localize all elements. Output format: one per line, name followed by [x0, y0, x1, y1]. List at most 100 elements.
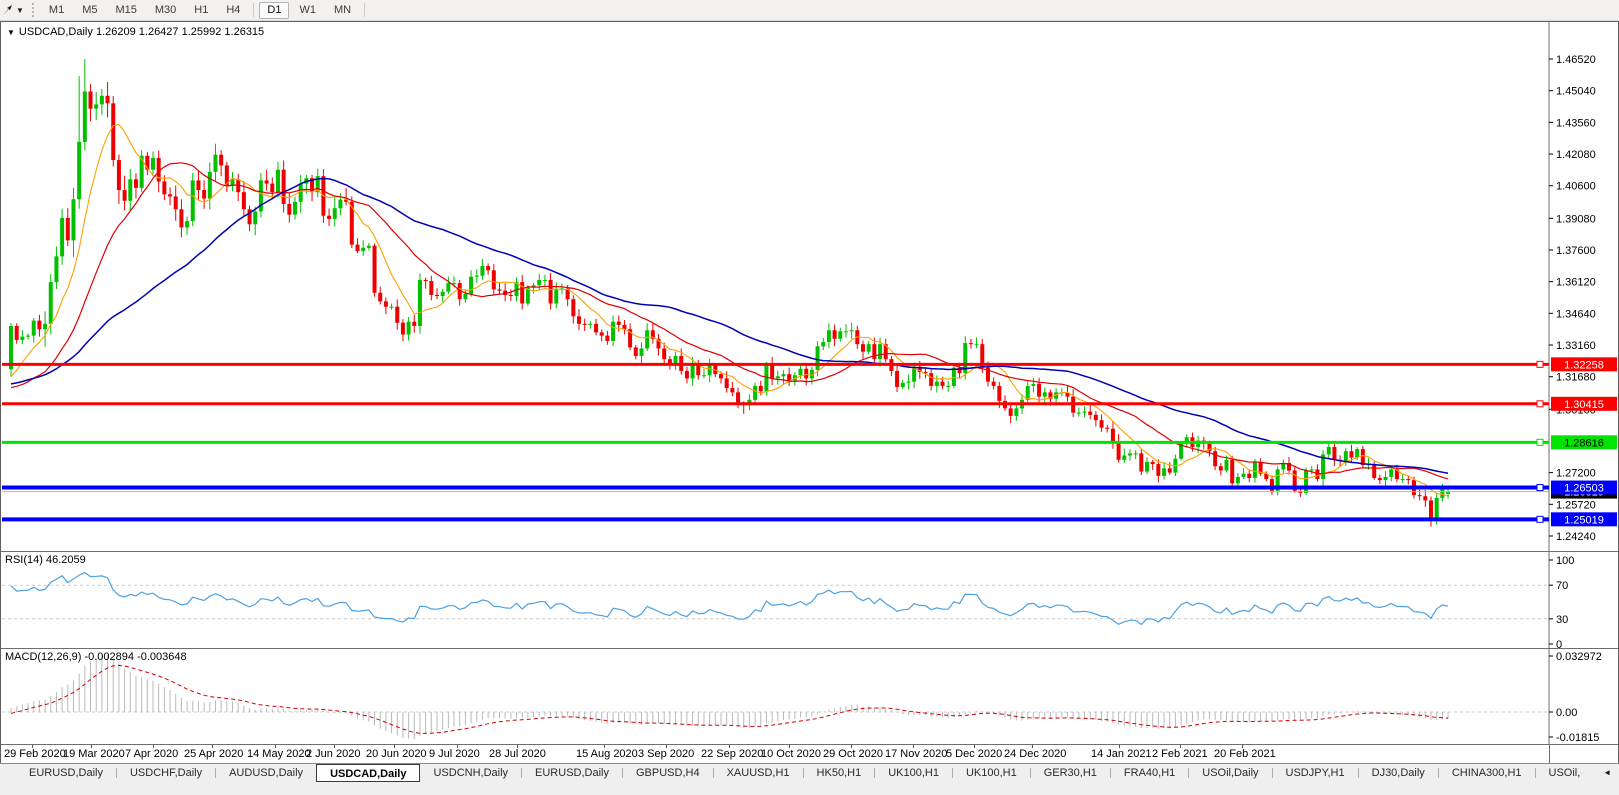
date-axis-label: 20 Jun 2020: [366, 748, 427, 760]
rsi-line: [10, 571, 1449, 626]
timeframe-button-m30[interactable]: M30: [147, 2, 184, 19]
timeframe-button-m5[interactable]: M5: [74, 2, 105, 19]
chart-tab-eurusd-daily[interactable]: EURUSD,Daily: [535, 767, 609, 779]
chart-tab-usdcad-daily[interactable]: USDCAD,Daily: [316, 764, 421, 782]
tab-separator: [1437, 768, 1439, 778]
date-axis-tick: [1119, 745, 1120, 748]
toolbar-grip[interactable]: [31, 3, 34, 17]
level-price-label-box: [1551, 396, 1617, 411]
chart-tab-uk100-h1[interactable]: UK100,H1: [965, 767, 1017, 779]
date-axis-label: 24 Dec 2020: [1004, 748, 1067, 760]
date-axis-tick: [1032, 745, 1033, 748]
date-axis[interactable]: 29 Feb 2020 19 Mar 2020 7 Apr 2020 25 Apr 2…: [1, 745, 1618, 763]
price-axis-tick-label: 1.42080: [1556, 149, 1596, 161]
macd-canvas[interactable]: 0.032972 0.00 -0.01815: [1, 649, 1618, 744]
timeframe-button-w1[interactable]: W1: [291, 2, 324, 19]
date-axis-tick: [604, 745, 605, 748]
level-line-handle[interactable]: [1536, 484, 1544, 492]
chart-tab-usoil-daily[interactable]: USOil,Daily: [1202, 767, 1259, 779]
level-line-handle[interactable]: [1536, 360, 1544, 368]
dropdown-caret-icon[interactable]: ▼: [16, 5, 24, 15]
chart-tab-eurusd-daily[interactable]: EURUSD,Daily: [29, 767, 103, 779]
chart-tab-usdcnh-daily[interactable]: USDCNH,Daily: [433, 767, 509, 779]
date-axis-label: 14 May 2020: [247, 748, 311, 760]
date-axis-tick: [32, 745, 33, 748]
tab-separator: [1534, 768, 1536, 778]
chart-tab-usoil-[interactable]: USOil,: [1548, 767, 1581, 779]
date-axis-label: 15 Aug 2020: [576, 748, 638, 760]
tab-scroll-arrows: ◄►: [1603, 764, 1619, 777]
level-price-label-box: [1551, 480, 1617, 495]
chart-title: ▼ USDCAD,Daily 1.26209 1.26427 1.25992 1.…: [7, 26, 264, 38]
macd-indicator-pane[interactable]: 0.032972 0.00 -0.01815 MACD(12,26,9) -0.00…: [1, 649, 1618, 745]
date-axis-label: 28 Jul 2020: [489, 748, 546, 760]
collapse-triangle-icon[interactable]: ▼: [7, 28, 15, 37]
date-axis-label: 22 Sep 2020: [701, 748, 764, 760]
date-axis-label: 7 Apr 2020: [125, 748, 179, 760]
price-chart-canvas[interactable]: 1.263151.465201.450401.435601.420801.406…: [1, 22, 1618, 551]
date-axis-label: 19 Mar 2020: [63, 748, 125, 760]
level-line-handle[interactable]: [1536, 515, 1544, 523]
date-axis-label: 2 Feb 2021: [1152, 748, 1208, 760]
chart-tab-ger30-h1[interactable]: GER30,H1: [1043, 767, 1097, 779]
timeframe-button-h4[interactable]: H4: [218, 2, 248, 19]
timeframe-button-h1[interactable]: H1: [186, 2, 216, 19]
ma-fast-line: [10, 123, 1449, 497]
chart-tab-fra40-h1[interactable]: FRA40,H1: [1123, 767, 1176, 779]
candlestick-series: [9, 59, 1451, 527]
rsi-canvas[interactable]: 100 70 30 0: [1, 552, 1618, 648]
chart-tab-bar: EURUSD,Daily USDCHF,Daily AUDUSD,Daily USDC…: [0, 763, 1619, 795]
timeframe-button-m1[interactable]: M1: [41, 2, 72, 19]
timeframe-button-mn[interactable]: MN: [326, 2, 359, 19]
chart-tab-hk50-h1[interactable]: HK50,H1: [816, 767, 862, 779]
macd-label: MACD(12,26,9) -0.002894 -0.003648: [5, 651, 187, 663]
price-axis-tick-label: 1.33160: [1556, 340, 1596, 352]
tab-separator: [874, 768, 876, 778]
toolbar-separator: [253, 3, 255, 17]
cursor-tool-icon[interactable]: [2, 4, 14, 16]
rsi-axis-tick-label: 0: [1556, 639, 1562, 648]
chart-tab-china300-h1[interactable]: CHINA300,H1: [1451, 767, 1522, 779]
chart-tab-uk100-h1[interactable]: UK100,H1: [888, 767, 939, 779]
chart-tab-dj30-daily[interactable]: DJ30,Daily: [1371, 767, 1425, 779]
chart-tab-xauusd-h1[interactable]: XAUUSD,H1: [726, 767, 790, 779]
chart-tab-usdjpy-h1[interactable]: USDJPY,H1: [1285, 767, 1345, 779]
level-price-label: 1.32258: [1564, 359, 1604, 371]
axis-corner-line: [1549, 745, 1550, 763]
macd-axis-tick-label: 0.00: [1556, 707, 1577, 719]
date-axis-tick: [457, 745, 458, 748]
chart-window: 1.263151.465201.450401.435601.420801.406…: [0, 21, 1619, 763]
price-axis-tick-label: 1.27200: [1556, 468, 1596, 480]
rsi-indicator-pane[interactable]: 100 70 30 0 RSI(14) 46.2059: [1, 552, 1618, 649]
timeframe-button-d1[interactable]: D1: [259, 1, 290, 19]
date-axis-tick: [1180, 745, 1181, 748]
ma-slow-line: [10, 177, 1449, 474]
price-axis-tick-label: 1.34640: [1556, 308, 1596, 320]
chart-symbol-label: USDCAD,Daily: [18, 26, 93, 38]
price-chart-pane[interactable]: 1.263151.465201.450401.435601.420801.406…: [1, 22, 1618, 552]
date-axis-tick: [153, 745, 154, 748]
date-axis-tick: [334, 745, 335, 748]
tab-scroll-left-icon[interactable]: ◄: [1603, 768, 1612, 777]
tab-separator: [1109, 768, 1111, 778]
timeframe-button-m15[interactable]: M15: [107, 2, 144, 19]
price-axis-tick-label: 1.45040: [1556, 86, 1596, 98]
tab-separator: [802, 768, 804, 778]
date-axis-label: 9 Jul 2020: [429, 748, 480, 760]
level-price-label-box: [1551, 357, 1617, 372]
date-axis-label: 3 Sep 2020: [638, 748, 695, 760]
tab-separator: [1029, 768, 1031, 778]
chart-tab-usdchf-daily[interactable]: USDCHF,Daily: [129, 767, 203, 779]
chart-tab-audusd-daily[interactable]: AUDUSD,Daily: [229, 767, 304, 779]
date-axis-tick: [1242, 745, 1243, 748]
chart-tab-gbpusd-h4[interactable]: GBPUSD,H4: [636, 767, 700, 779]
date-axis-tick: [212, 745, 213, 748]
level-line-handle[interactable]: [1536, 400, 1544, 408]
date-axis-label: 25 Apr 2020: [184, 748, 244, 760]
tab-separator: [1271, 768, 1273, 778]
level-line-handle[interactable]: [1536, 438, 1544, 446]
price-axis-tick-label: 1.24240: [1556, 531, 1596, 543]
date-axis-tick: [729, 745, 730, 748]
level-price-label-box: [1551, 512, 1617, 527]
date-axis-tick: [789, 745, 790, 748]
